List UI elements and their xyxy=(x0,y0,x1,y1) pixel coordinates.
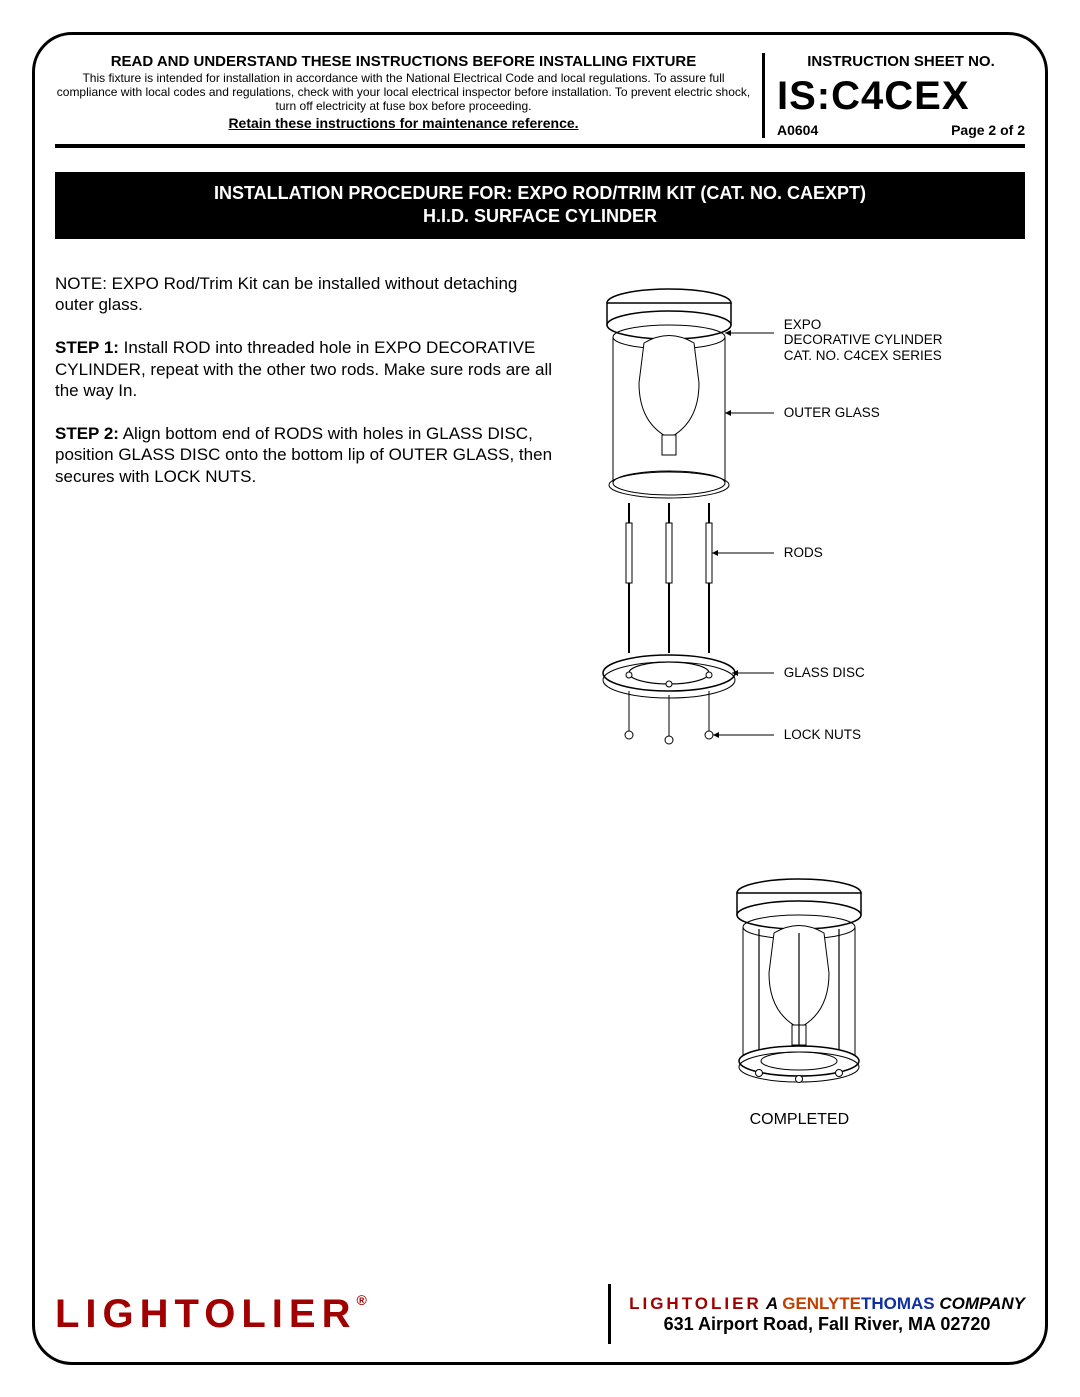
body: NOTE: EXPO Rod/Trim Kit can be installed… xyxy=(55,273,1025,1276)
warning-body: This fixture is intended for installatio… xyxy=(55,72,752,113)
header-sheet: INSTRUCTION SHEET NO. IS:C4CEX A0604 Pag… xyxy=(765,53,1025,138)
tagline-thomas: THOMAS xyxy=(861,1294,935,1313)
tagline-a: A xyxy=(766,1294,778,1313)
tagline-genlyte: GENLYTE xyxy=(782,1294,861,1313)
step1-text: Install ROD into threaded hole in EXPO D… xyxy=(55,338,552,400)
footer-divider xyxy=(608,1284,611,1344)
step2: STEP 2: Align bottom end of RODS with ho… xyxy=(55,423,554,487)
section-title-bar: INSTALLATION PROCEDURE FOR: EXPO ROD/TRI… xyxy=(55,172,1025,239)
step2-label: STEP 2: xyxy=(55,424,119,443)
bar-line1: INSTALLATION PROCEDURE FOR: EXPO ROD/TRI… xyxy=(63,182,1017,205)
callout-glass-disc: GLASS DISC xyxy=(784,665,865,681)
footer-address: 631 Airport Road, Fall River, MA 02720 xyxy=(629,1314,1025,1335)
retain-note: Retain these instructions for maintenanc… xyxy=(55,115,752,131)
brand-tagline: LIGHTOLIER A GENLYTETHOMAS COMPANY xyxy=(629,1294,1025,1314)
callout-cylinder: EXPO DECORATIVE CYLINDER CAT. NO. C4CEX … xyxy=(784,317,943,364)
step1: STEP 1: Install ROD into threaded hole i… xyxy=(55,337,554,401)
brand-name: LIGHTOLIER xyxy=(55,1292,356,1336)
footer-brand: LIGHTOLIER® xyxy=(55,1292,590,1337)
footer-right: LIGHTOLIER A GENLYTETHOMAS COMPANY 631 A… xyxy=(629,1294,1025,1335)
exploded-diagram: EXPO DECORATIVE CYLINDER CAT. NO. C4CEX … xyxy=(574,273,1025,793)
sheet-code: IS:C4CEX xyxy=(777,76,1025,116)
tagline-company: COMPANY xyxy=(939,1294,1025,1313)
header: READ AND UNDERSTAND THESE INSTRUCTIONS B… xyxy=(55,53,1025,148)
completed-svg xyxy=(714,873,884,1093)
page-number: Page 2 of 2 xyxy=(951,122,1025,138)
rev-code: A0604 xyxy=(777,122,818,138)
registered-icon: ® xyxy=(356,1292,366,1308)
tagline-lightolier: LIGHTOLIER xyxy=(629,1294,762,1313)
completed-label: COMPLETED xyxy=(574,1111,1025,1129)
note-text: NOTE: EXPO Rod/Trim Kit can be installed… xyxy=(55,273,554,316)
callout-outer-glass: OUTER GLASS xyxy=(784,405,880,421)
step2-text: Align bottom end of RODS with holes in G… xyxy=(55,424,552,486)
warning-title: READ AND UNDERSTAND THESE INSTRUCTIONS B… xyxy=(55,53,752,70)
callout-lock-nuts: LOCK NUTS xyxy=(784,727,861,743)
header-warning: READ AND UNDERSTAND THESE INSTRUCTIONS B… xyxy=(55,53,765,138)
completed-diagram: COMPLETED xyxy=(574,873,1025,1129)
footer: LIGHTOLIER® LIGHTOLIER A GENLYTETHOMAS C… xyxy=(55,1276,1025,1344)
callout-rods: RODS xyxy=(784,545,823,561)
page-frame: READ AND UNDERSTAND THESE INSTRUCTIONS B… xyxy=(32,32,1048,1365)
sheet-label: INSTRUCTION SHEET NO. xyxy=(777,53,1025,70)
instructions-text: NOTE: EXPO Rod/Trim Kit can be installed… xyxy=(55,273,554,1276)
step1-label: STEP 1: xyxy=(55,338,119,357)
diagram-column: EXPO DECORATIVE CYLINDER CAT. NO. C4CEX … xyxy=(574,273,1025,1276)
sheet-meta: A0604 Page 2 of 2 xyxy=(777,122,1025,138)
bar-line2: H.I.D. SURFACE CYLINDER xyxy=(63,205,1017,228)
